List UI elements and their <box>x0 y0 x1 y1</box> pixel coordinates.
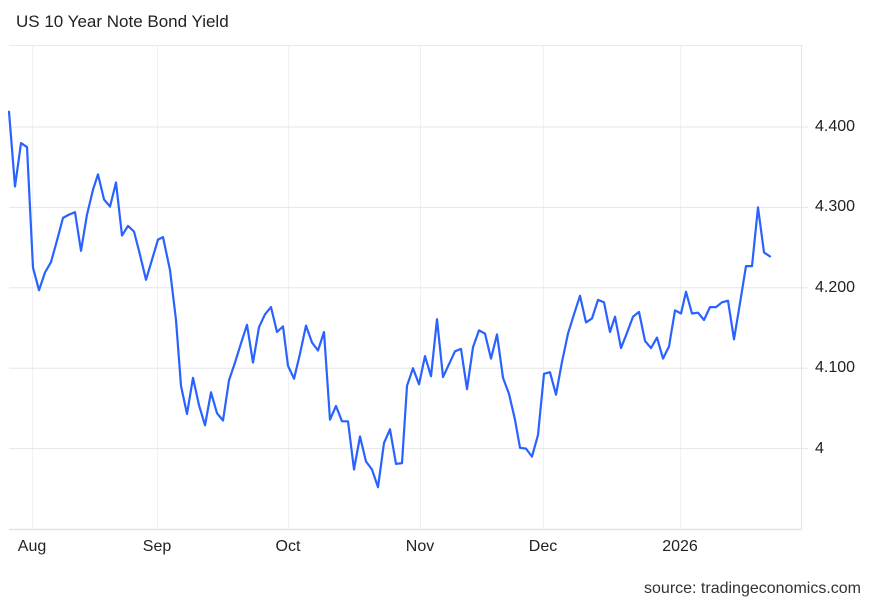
y-tick-label: 4.300 <box>815 198 856 216</box>
y-tick-label: 4.200 <box>815 278 856 296</box>
x-tick-label: 2026 <box>662 538 698 555</box>
x-tick-label: Sep <box>142 538 172 555</box>
horizontal-gridlines <box>9 126 808 450</box>
y-tick-label: 4.100 <box>815 359 856 377</box>
yield-line <box>7 110 772 489</box>
x-tick-label: Dec <box>528 538 558 555</box>
source-credit: source: tradingeconomics.com <box>644 580 861 597</box>
y-tick-label: 4 <box>815 439 824 457</box>
y-tick-label: 4.400 <box>815 118 856 135</box>
x-tick-label: Nov <box>405 538 435 555</box>
x-tick-label: Aug <box>17 538 47 555</box>
x-tick-label: Oct <box>275 538 301 555</box>
chart-title: US 10 Year Note Bond Yield <box>16 12 229 31</box>
